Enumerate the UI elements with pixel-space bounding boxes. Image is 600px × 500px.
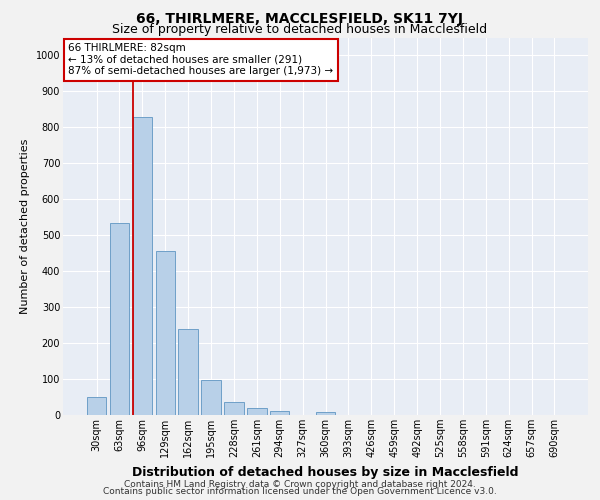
Bar <box>247 408 266 415</box>
Text: Contains HM Land Registry data © Crown copyright and database right 2024.: Contains HM Land Registry data © Crown c… <box>124 480 476 489</box>
Text: Contains public sector information licensed under the Open Government Licence v3: Contains public sector information licen… <box>103 487 497 496</box>
Bar <box>224 402 244 415</box>
Bar <box>270 412 289 415</box>
Bar <box>110 222 129 415</box>
Text: Size of property relative to detached houses in Macclesfield: Size of property relative to detached ho… <box>112 22 488 36</box>
Text: 66, THIRLMERE, MACCLESFIELD, SK11 7YJ: 66, THIRLMERE, MACCLESFIELD, SK11 7YJ <box>137 12 464 26</box>
Bar <box>133 116 152 415</box>
Bar <box>316 412 335 415</box>
Bar <box>155 252 175 415</box>
X-axis label: Distribution of detached houses by size in Macclesfield: Distribution of detached houses by size … <box>132 466 519 478</box>
Y-axis label: Number of detached properties: Number of detached properties <box>20 138 30 314</box>
Text: 66 THIRLMERE: 82sqm
← 13% of detached houses are smaller (291)
87% of semi-detac: 66 THIRLMERE: 82sqm ← 13% of detached ho… <box>68 43 334 76</box>
Bar <box>202 380 221 415</box>
Bar <box>178 328 198 415</box>
Bar <box>87 397 106 415</box>
